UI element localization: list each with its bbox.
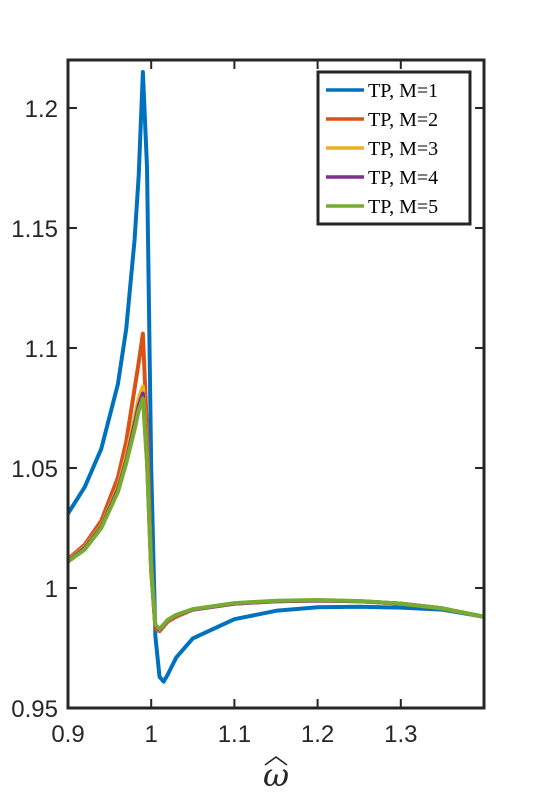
series-line-5 bbox=[68, 396, 484, 631]
axes-box bbox=[66, 58, 486, 710]
series-line-1 bbox=[68, 70, 484, 684]
legend-label-4: TP, M=4 bbox=[368, 167, 438, 189]
y-tick-label: 1.15 bbox=[11, 216, 58, 243]
legend-label-3: TP, M=3 bbox=[368, 138, 438, 160]
x-axis-label: ω bbox=[263, 756, 289, 794]
y-tick-label: 1.05 bbox=[11, 456, 58, 483]
x-tick-label: 1.2 bbox=[301, 721, 334, 748]
legend-label-5: TP, M=5 bbox=[368, 196, 438, 218]
x-tick-label: 1.1 bbox=[218, 721, 251, 748]
y-tick-label: 0.95 bbox=[11, 696, 58, 723]
x-tick-label: 0.9 bbox=[51, 721, 84, 748]
x-tick-label: 1 bbox=[145, 721, 158, 748]
legend-label-1: TP, M=1 bbox=[368, 80, 438, 102]
series-layer bbox=[68, 70, 484, 684]
y-tick-label: 1 bbox=[45, 576, 58, 603]
y-tick-label: 1.2 bbox=[25, 96, 58, 123]
x-axis-label-hat bbox=[264, 756, 288, 766]
legend-label-2: TP, M=2 bbox=[368, 109, 438, 131]
ticks-layer: 0.9 1 1.1 1.2 1.3 0.95 1 1.05 1.1 1.15 1.2 bbox=[11, 60, 484, 748]
legend: TP, M=1 TP, M=2 TP, M=3 TP, M=4 TP, M=5 bbox=[316, 70, 472, 226]
series-line-2 bbox=[68, 331, 484, 634]
x-tick-label: 1.3 bbox=[384, 721, 417, 748]
y-tick-label: 1.1 bbox=[25, 336, 58, 363]
